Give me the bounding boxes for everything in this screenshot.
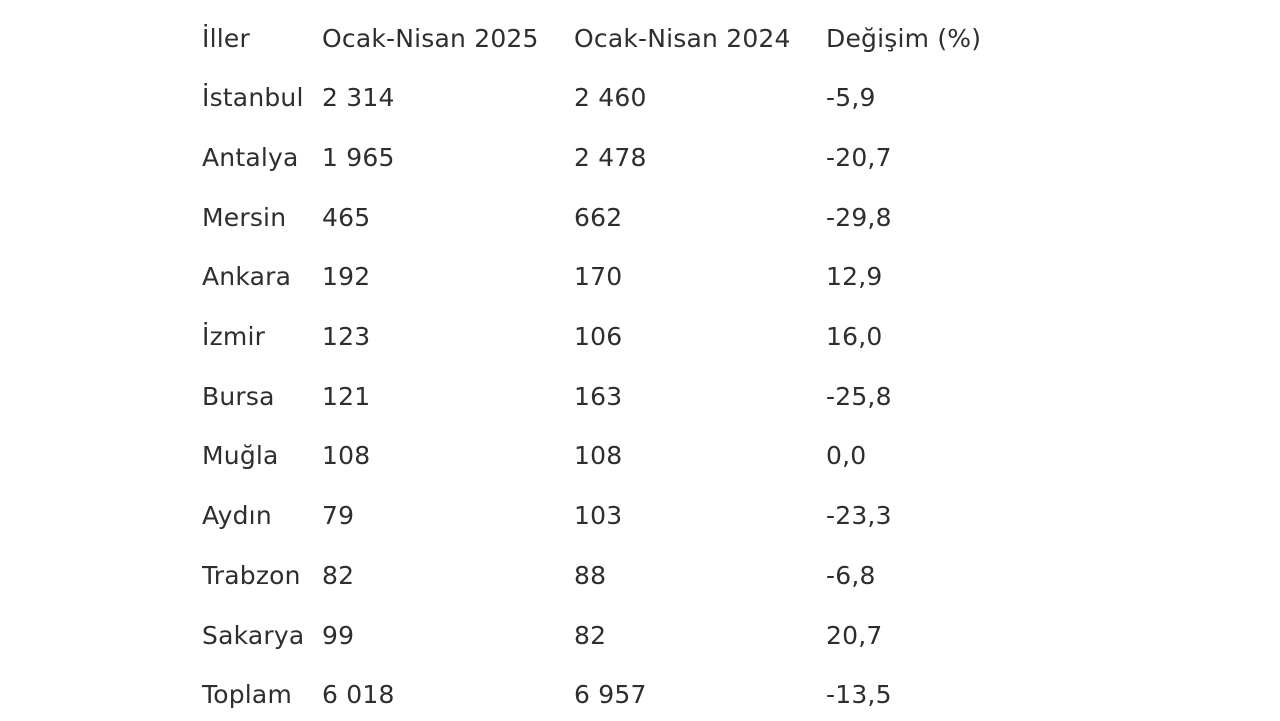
cell-change: 20,7 (826, 620, 883, 650)
table-total-row: Toplam 6 018 6 957 -13,5 (197, 665, 1011, 721)
cell-2025: 2 314 (322, 83, 395, 113)
table-row: Sakarya 99 82 20,7 (197, 605, 1011, 665)
header-change-percent: Değişim (%) (826, 23, 982, 53)
cell-2024: 6 957 (574, 680, 647, 710)
cell-2025: 123 (322, 322, 371, 352)
table-row: Mersin 465 662 -29,8 (197, 187, 1011, 247)
cell-2025: 1 965 (322, 143, 395, 173)
cell-change: 12,9 (826, 262, 883, 292)
cell-2025: 465 (322, 202, 371, 232)
cell-change: 0,0 (826, 441, 867, 471)
cell-change: 16,0 (826, 322, 883, 352)
table-row: Aydın 79 103 -23,3 (197, 486, 1011, 546)
cell-province: Ankara (202, 262, 292, 292)
cell-2024: 2 460 (574, 83, 647, 113)
cell-province: Mersin (202, 202, 287, 232)
cell-2024: 103 (574, 501, 623, 531)
cell-change: -13,5 (826, 680, 892, 710)
cell-province: İzmir (202, 322, 266, 352)
cell-2024: 170 (574, 262, 623, 292)
header-jan-apr-2024: Ocak-Nisan 2024 (574, 23, 791, 53)
cell-province: Sakarya (202, 620, 305, 650)
cell-province: İstanbul (202, 83, 304, 113)
cell-province: Muğla (202, 441, 279, 471)
cell-2024: 108 (574, 441, 623, 471)
cell-2024: 82 (574, 620, 607, 650)
cell-2025: 108 (322, 441, 371, 471)
table-row: Ankara 192 170 12,9 (197, 247, 1011, 307)
cell-province: Bursa (202, 381, 275, 411)
cell-change: -23,3 (826, 501, 892, 531)
cell-2025: 192 (322, 262, 371, 292)
table-header-row: İller Ocak-Nisan 2025 Ocak-Nisan 2024 De… (197, 8, 1011, 68)
cell-province: Toplam (202, 680, 293, 710)
table-row: Antalya 1 965 2 478 -20,7 (197, 128, 1011, 188)
table-row: Trabzon 82 88 -6,8 (197, 546, 1011, 606)
header-jan-apr-2025: Ocak-Nisan 2025 (322, 23, 539, 53)
table-row: İzmir 123 106 16,0 (197, 307, 1011, 367)
cell-change: -5,9 (826, 83, 876, 113)
table-row: İstanbul 2 314 2 460 -5,9 (197, 68, 1011, 128)
cell-province: Trabzon (202, 560, 301, 590)
cell-change: -29,8 (826, 202, 892, 232)
header-provinces: İller (202, 23, 250, 53)
cell-province: Aydın (202, 501, 272, 531)
cell-2024: 2 478 (574, 143, 647, 173)
province-data-table: İller Ocak-Nisan 2025 Ocak-Nisan 2024 De… (197, 8, 1011, 721)
cell-2024: 106 (574, 322, 623, 352)
cell-change: -6,8 (826, 560, 876, 590)
cell-2025: 79 (322, 501, 355, 531)
cell-2025: 6 018 (322, 680, 395, 710)
cell-2025: 82 (322, 560, 355, 590)
cell-2024: 662 (574, 202, 623, 232)
table-row: Muğla 108 108 0,0 (197, 426, 1011, 486)
cell-province: Antalya (202, 143, 299, 173)
cell-2025: 121 (322, 381, 371, 411)
cell-2025: 99 (322, 620, 355, 650)
cell-change: -25,8 (826, 381, 892, 411)
table-row: Bursa 121 163 -25,8 (197, 366, 1011, 426)
cell-change: -20,7 (826, 143, 892, 173)
cell-2024: 163 (574, 381, 623, 411)
cell-2024: 88 (574, 560, 607, 590)
